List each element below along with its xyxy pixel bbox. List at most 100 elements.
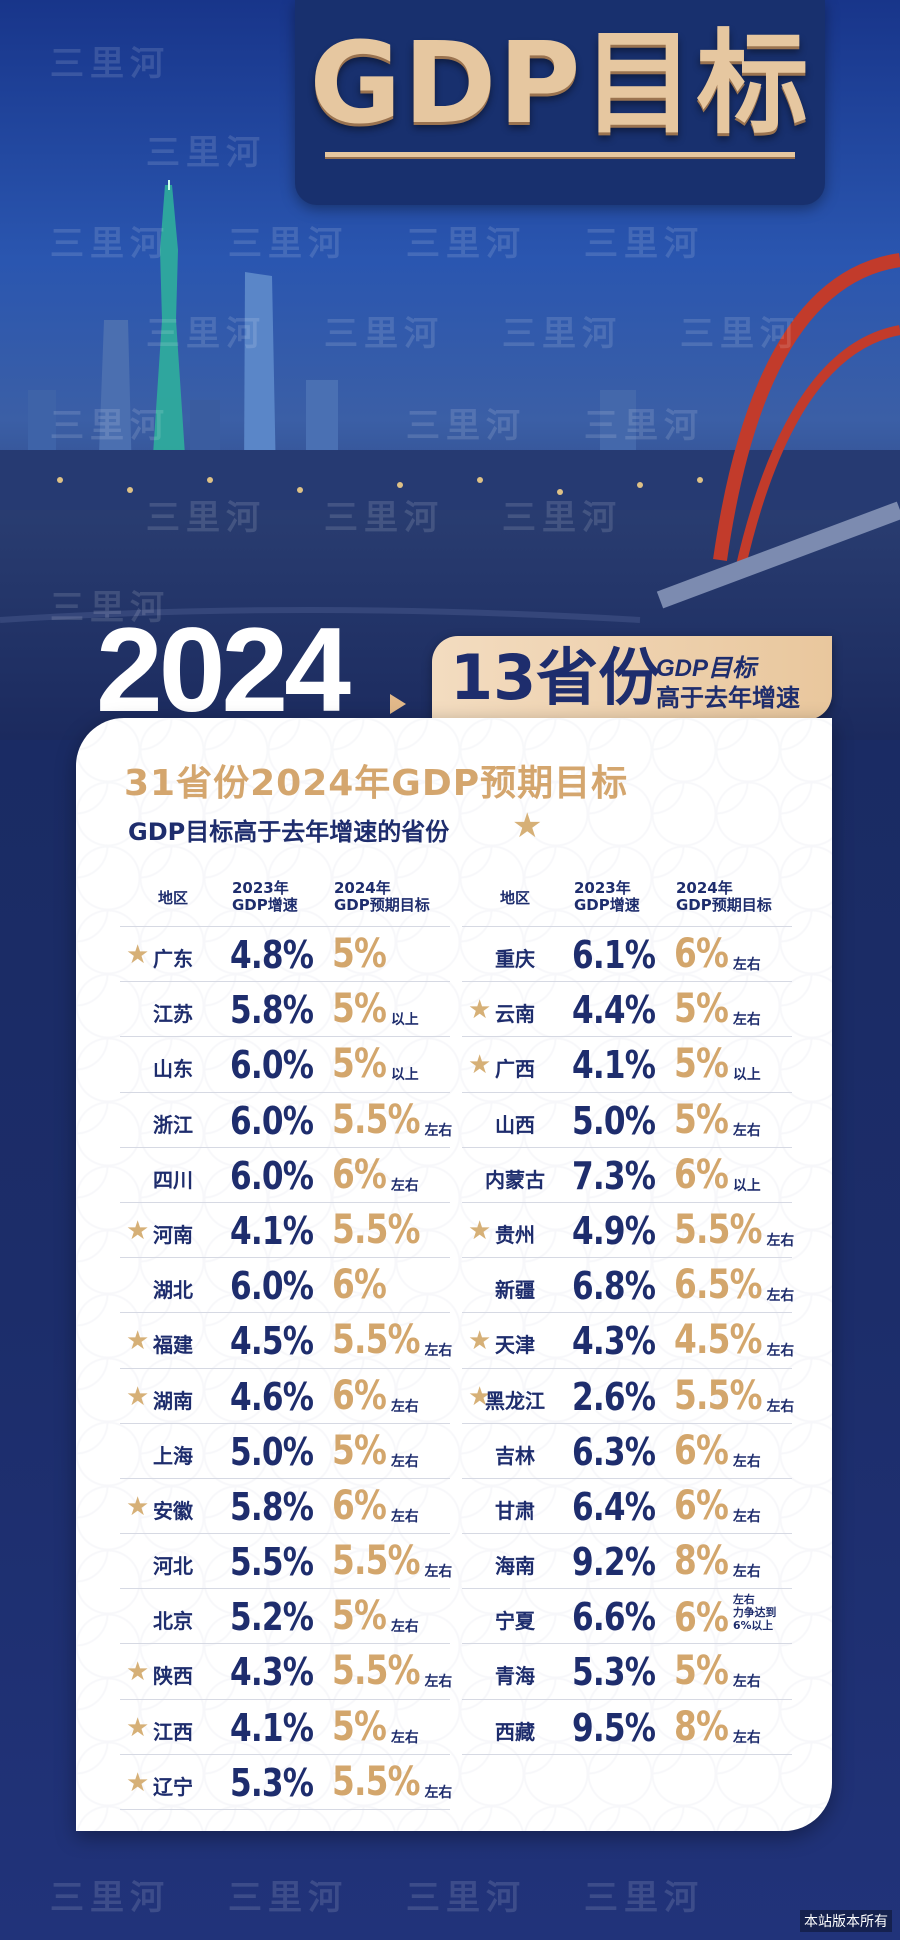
growth-2023-value: 5.5% xyxy=(230,1540,314,1585)
table-row: 湖北 6.0% 6% xyxy=(120,1258,450,1314)
region-name: 四川 xyxy=(153,1167,193,1192)
target-qualifier: 左右 xyxy=(732,957,761,973)
target-qualifier: 左右 xyxy=(732,1674,761,1691)
growth-2023-value: 6.6% xyxy=(572,1595,656,1640)
city-skyline-image xyxy=(0,180,900,740)
header-2024-target: 2024年 GDP预期目标 xyxy=(676,879,772,914)
table-left-column: 地区 2023年 GDP增速 2024年 GDP预期目标 ★ 广东 4.8% 5% 江苏 5.… xyxy=(120,868,453,1810)
growth-2023-value: 5.2% xyxy=(230,1595,314,1640)
growth-2023-value: 2.6% xyxy=(572,1374,656,1419)
target-2024-value: 5.5% xyxy=(332,1538,421,1585)
target-2024-cell: 5% 以上 xyxy=(332,1041,419,1088)
table-header: 地区 2023年 GDP增速 2024年 GDP预期目标 xyxy=(462,868,792,927)
target-2024-cell: 4.5% 左右 xyxy=(674,1317,794,1363)
target-qualifier: 左右 xyxy=(732,1564,761,1581)
region-name: 湖南 xyxy=(153,1388,193,1413)
target-2024-cell: 5% 左右 xyxy=(332,1704,419,1750)
target-qualifier: 左右 xyxy=(732,1012,761,1029)
target-2024-value: 6% xyxy=(332,1262,387,1309)
table-row: ★ 云南 4.4% 5% 左右 xyxy=(462,982,792,1038)
card-background-pattern xyxy=(76,718,832,1831)
target-qualifier: 左右 xyxy=(732,1729,761,1746)
target-2024-cell: 5% 以上 xyxy=(674,1041,761,1087)
table-row: ★ 陕西 4.3% 5.5% 左右 xyxy=(120,1644,452,1700)
header-2024-target: 2024年 GDP预期目标 xyxy=(334,879,430,914)
table-row: 内蒙古 7.3% 6% 以上 xyxy=(462,1148,792,1203)
region-name: 上海 xyxy=(153,1443,193,1468)
region-name: 吉林 xyxy=(495,1443,535,1468)
table-row: ★ 广东 4.8% 5% xyxy=(120,927,450,983)
watermark-text: 三里河 xyxy=(146,133,266,173)
target-2024-value: 5.5% xyxy=(332,1648,421,1695)
region-name: 黑龙江 xyxy=(485,1388,545,1413)
star-icon: ★ xyxy=(126,1766,150,1797)
region-name: 浙江 xyxy=(153,1112,193,1137)
target-2024-cell: 6% 左右 xyxy=(674,1483,761,1529)
table-row: 甘肃 6.4% 6% 左右 xyxy=(462,1479,792,1535)
table-row: 山西 5.0% 5% 左右 xyxy=(462,1093,792,1148)
watermark-text: 三里河 xyxy=(50,224,170,264)
growth-2023-value: 5.8% xyxy=(230,1484,314,1529)
target-2024-cell: 6% 左右 xyxy=(332,1483,419,1529)
growth-2023-value: 4.3% xyxy=(572,1319,656,1364)
headline-sub-line-2: 高于去年增速 xyxy=(656,684,800,712)
target-2024-value: 6% xyxy=(332,1151,387,1198)
target-qualifier: 以上 xyxy=(390,1012,419,1029)
target-qualifier: 左右 xyxy=(766,1288,795,1305)
star-icon: ★ xyxy=(126,1656,150,1687)
growth-2023-value: 5.3% xyxy=(572,1650,656,1695)
growth-2023-value: 4.8% xyxy=(230,933,314,977)
target-2024-cell: 5.5% xyxy=(332,1207,421,1253)
target-2024-value: 6.5% xyxy=(674,1262,763,1309)
target-qualifier: 以上 xyxy=(390,1067,419,1084)
table-row: ★ 湖南 4.6% 6% 左右 xyxy=(120,1369,450,1424)
growth-2023-value: 4.9% xyxy=(572,1208,656,1253)
watermark-text: 三里河 xyxy=(324,314,444,354)
region-name: 青海 xyxy=(495,1664,535,1689)
table-row: ★ 黑龙江 2.6% 5.5% 左右 xyxy=(462,1369,794,1424)
target-qualifier: 左右 xyxy=(390,1508,419,1525)
target-2024-value: 5% xyxy=(332,1427,387,1474)
watermark-text: 三里河 xyxy=(406,224,526,264)
region-name: 江苏 xyxy=(153,1002,193,1027)
watermark-text: 三里河 xyxy=(146,498,266,538)
region-name: 河南 xyxy=(153,1222,193,1247)
region-name: 河北 xyxy=(153,1554,193,1579)
target-qualifier: 左右 xyxy=(424,1784,453,1801)
growth-2023-value: 4.4% xyxy=(572,988,656,1033)
target-2024-cell: 8% 左右 xyxy=(674,1538,761,1584)
target-2024-value: 5% xyxy=(674,986,729,1033)
table-row: 上海 5.0% 5% 左右 xyxy=(120,1424,450,1479)
table-row: 江苏 5.8% 5% 以上 xyxy=(120,982,450,1038)
target-2024-value: 5% xyxy=(332,1041,387,1088)
table-row: ★ 贵州 4.9% 5.5% 左右 xyxy=(462,1203,794,1259)
region-name: 安徽 xyxy=(153,1498,193,1523)
region-name: 北京 xyxy=(153,1609,193,1634)
target-2024-cell: 6% 左右 xyxy=(332,1151,419,1198)
target-2024-cell: 5.5% 左右 xyxy=(332,1759,452,1805)
gdp-target-card: 31省份2024年GDP预期目标 GDP目标高于去年增速的省份 ★ 地区 202… xyxy=(76,718,832,1831)
target-qualifier: 左右 xyxy=(732,1122,761,1139)
table-row: 新疆 6.8% 6.5% 左右 xyxy=(462,1258,795,1314)
target-2024-cell: 5% 左右 xyxy=(332,1593,419,1639)
target-2024-value: 6% xyxy=(332,1372,387,1419)
region-name: 甘肃 xyxy=(495,1498,535,1523)
table-row: 浙江 6.0% 5.5% 左右 xyxy=(120,1093,452,1148)
target-qualifier: 左右 xyxy=(424,1343,453,1360)
target-2024-value: 5.5% xyxy=(674,1372,763,1419)
target-qualifier: 左右 xyxy=(390,1177,419,1194)
target-2024-value: 8% xyxy=(674,1703,729,1750)
star-icon: ★ xyxy=(126,1214,150,1245)
year-label: 2024 xyxy=(96,603,351,737)
arrow-icon xyxy=(390,694,406,714)
table-row: 海南 9.2% 8% 左右 xyxy=(462,1534,792,1590)
target-2024-cell: 8% 左右 xyxy=(674,1703,761,1750)
target-qualifier: 左右 力争达到 6%以上 xyxy=(732,1593,777,1633)
region-name: 福建 xyxy=(153,1333,193,1358)
target-2024-cell: 5.5% 左右 xyxy=(332,1538,452,1585)
region-name: 西藏 xyxy=(495,1719,535,1744)
growth-2023-value: 6.1% xyxy=(572,933,656,977)
table-row: 重庆 6.1% 6% 左右 xyxy=(462,927,792,983)
headline-count: 13省份 xyxy=(450,641,661,714)
table-header: 地区 2023年 GDP增速 2024年 GDP预期目标 xyxy=(120,868,450,927)
